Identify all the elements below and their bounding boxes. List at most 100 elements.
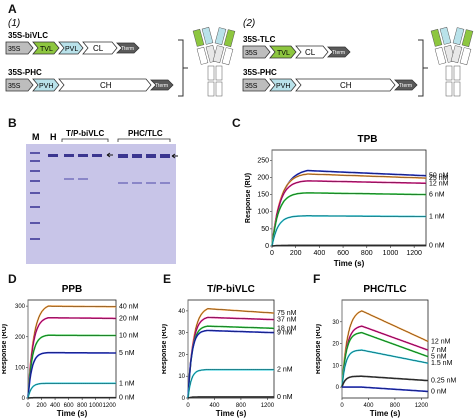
x-tick-label: 0 [270, 250, 274, 257]
term-label: Tterm [399, 83, 412, 89]
series-line [271, 173, 426, 247]
arrow-icon [106, 152, 113, 158]
fit-line [187, 369, 274, 399]
series-line [271, 180, 427, 247]
x-tick-label: 1200 [415, 403, 429, 409]
construct-title-phc-2: 35S-PHC [243, 68, 277, 77]
pvh-label: PVH [276, 83, 290, 90]
arrow-icon [171, 153, 178, 159]
fit-line [341, 310, 429, 388]
y-tick-label: 0 [336, 385, 340, 391]
brace-2 [418, 39, 428, 97]
x-tick-label: 800 [77, 403, 88, 409]
series-line [27, 351, 116, 399]
fit-line [341, 325, 429, 388]
series-label: 50 nM [429, 173, 449, 180]
series-label: 12 nM [429, 180, 449, 187]
series-line [27, 382, 116, 399]
panel-label-d: D [8, 272, 17, 286]
y-axis-label: Response (RU) [162, 324, 168, 374]
series-line [27, 334, 116, 399]
fit-line [341, 332, 429, 388]
tvl-segment [32, 41, 60, 55]
sample-bands [48, 154, 170, 184]
y-tick-label: 10 [332, 363, 339, 369]
series-label: 75 nM [277, 310, 297, 317]
chart-f: PHC/TLC 0 400 800 1200 0 10 20 30 Time (s) Respons… [316, 284, 456, 418]
construct-title-tlc: 35S-TLC [243, 35, 276, 44]
panel-b-gel: M H T/P-biVLC PHC/TLC [26, 129, 178, 264]
term-label: Tterm [121, 46, 134, 52]
x-tick-label: 800 [390, 403, 401, 409]
construct-phc-1: 35S PVH CH Tterm [5, 78, 174, 92]
fit-line [27, 383, 116, 399]
series-line [341, 349, 429, 388]
x-tick-label: 1200 [261, 403, 275, 409]
series-label: 5 nM [431, 354, 447, 361]
fit-line [27, 317, 116, 399]
tvl-label: TVL [40, 46, 53, 53]
y-tick-label: 250 [257, 157, 269, 164]
series-label: 10 nM [119, 333, 139, 340]
pvh-label: PVH [39, 83, 53, 90]
y-tick-label: 300 [15, 304, 26, 310]
construct-biVLC: 35S TVL PVL CL Tterm [5, 41, 140, 55]
x-axis-label: Time (s) [334, 259, 365, 268]
x-tick-label: 1200 [103, 403, 117, 409]
tvl-label: TVL [277, 50, 290, 57]
series-label: 9 nM [277, 330, 293, 337]
fit-line [27, 305, 116, 399]
fit-line [271, 170, 426, 247]
series-label: 18 nM [277, 325, 297, 332]
chart-c: TPB 0 200 400 600 800 1000 1200 0 50 100 150 200 250 T… [245, 134, 449, 268]
x-tick-label: 400 [50, 403, 61, 409]
x-axis-label: Time (s) [57, 409, 88, 418]
construct-title-phc-1: 35S-PHC [8, 68, 42, 77]
fit-line [187, 317, 274, 399]
y-tick-label: 30 [332, 320, 339, 326]
term-label: Tterm [155, 83, 168, 89]
y-tick-label: 20 [332, 342, 339, 348]
series-line [271, 215, 426, 247]
series-label: 0 nM [277, 394, 293, 401]
x-tick-label: 400 [314, 250, 326, 257]
chart-e: T/P-biVLC 0 400 800 1200 0 10 20 30 40 Time (s) Res… [162, 284, 297, 418]
x-tick-label: 400 [363, 403, 374, 409]
fit-line [187, 396, 274, 399]
construct-title-biVLC: 35S-biVLC [8, 31, 48, 40]
fit-line [341, 375, 429, 388]
series-label: 7 nM [431, 347, 447, 354]
y-tick-label: 100 [257, 209, 269, 216]
panel-a-constructs: (1) (2) 35S-biVLC 35S TVL PVL CL Tterm 3… [5, 18, 474, 97]
y-tick-label: 20 [178, 352, 185, 358]
series-label: 37 nM [277, 317, 297, 324]
chart-title: PHC/TLC [363, 284, 406, 295]
term-segment [116, 42, 140, 54]
lane-label-h: H [50, 132, 57, 142]
cl-label: CL [93, 44, 104, 53]
fit-line [27, 335, 116, 399]
y-axis-label: Response (RU) [245, 173, 252, 223]
series-label: 1.5 nM [431, 360, 453, 367]
promoter-35s [5, 41, 34, 55]
promoter-label: 35S [245, 83, 258, 90]
fit-line [187, 330, 275, 399]
panel-label-c: C [232, 116, 241, 130]
marker-lane [30, 152, 40, 240]
x-tick-label: 400 [209, 403, 220, 409]
series-label: 20 nM [119, 315, 139, 322]
fit-line [187, 325, 274, 399]
y-tick-label: 10 [178, 374, 185, 380]
series-label: 40 nM [119, 304, 139, 311]
y-tick-label: 100 [15, 365, 26, 371]
plot-frame [341, 299, 429, 399]
brace-1 [178, 39, 188, 97]
series-label: 2 nM [277, 367, 293, 374]
y-tick-label: 30 [178, 331, 185, 337]
pvl-label: PVL [65, 46, 78, 53]
x-tick-label: 600 [64, 403, 75, 409]
fit-line [341, 349, 429, 388]
fit-line [27, 352, 116, 399]
antibody-icon-2 [430, 26, 474, 97]
